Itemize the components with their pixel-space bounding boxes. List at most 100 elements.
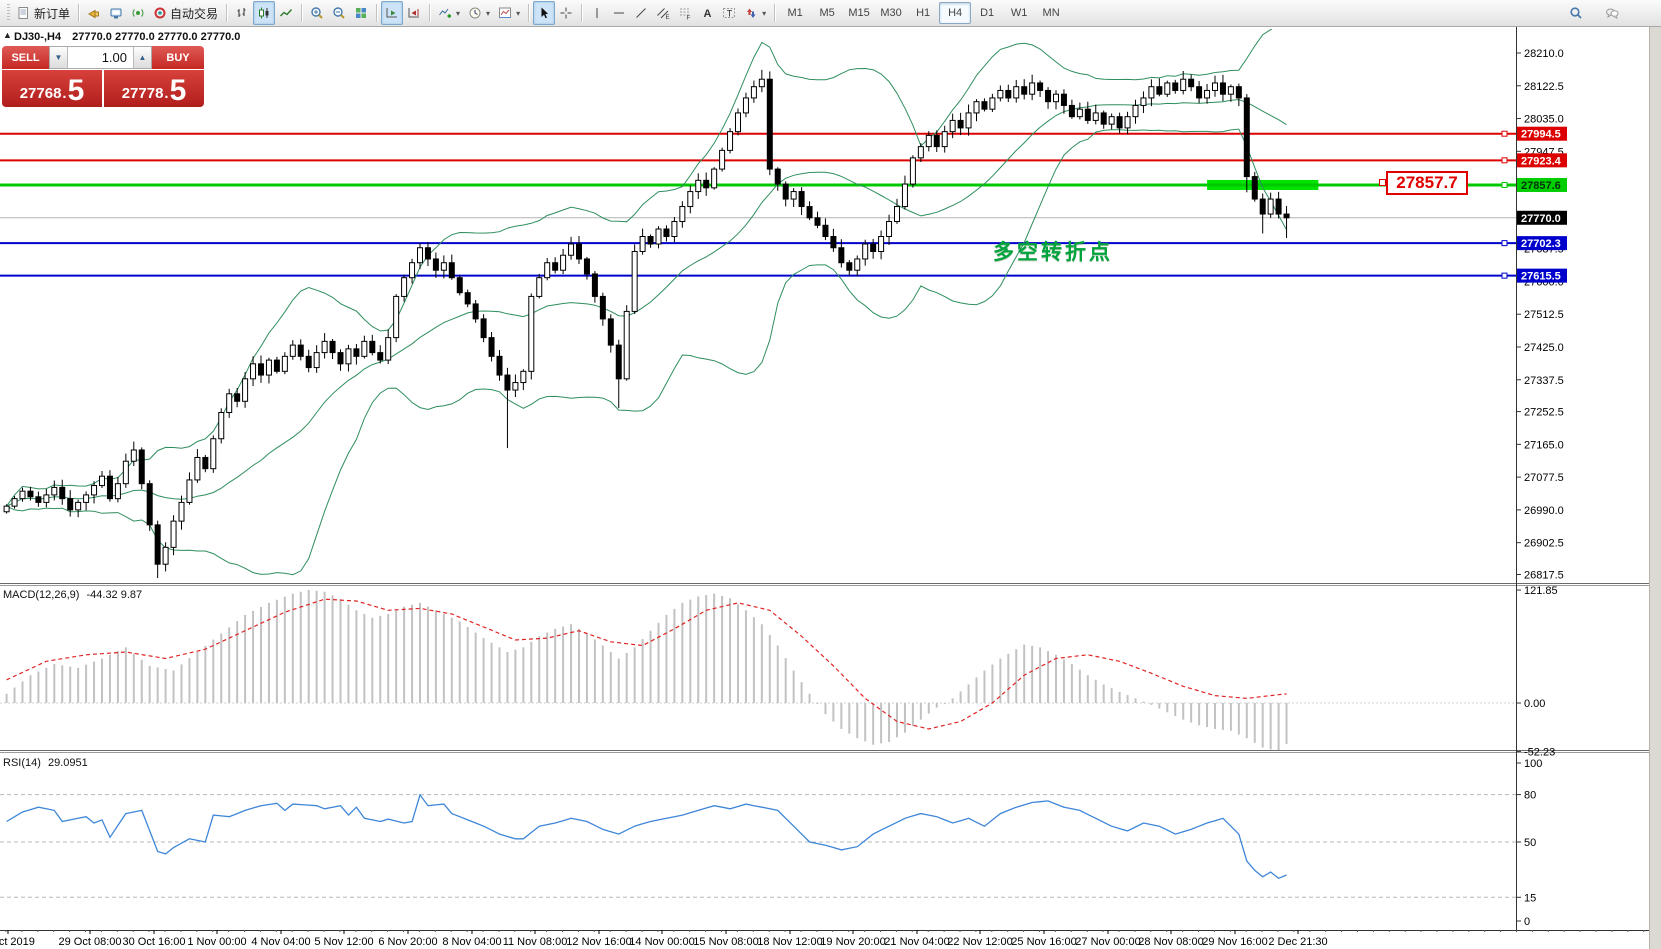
- chevron-down-icon[interactable]: ▾: [486, 8, 491, 18]
- candlestick-chart-button[interactable]: [253, 1, 276, 25]
- buy-button[interactable]: BUY: [152, 46, 204, 69]
- macd-panel: [0, 589, 1516, 750]
- line-handle[interactable]: [1501, 240, 1508, 247]
- macd-histogram-bar: [975, 677, 978, 703]
- macd-histogram-bar: [848, 703, 851, 734]
- candle-body: [226, 393, 233, 414]
- volume-value[interactable]: 1.00: [101, 50, 127, 65]
- volume-decrease-button[interactable]: ▼: [50, 47, 68, 68]
- zoom-out-button[interactable]: [328, 1, 350, 25]
- candle-body: [711, 168, 718, 189]
- sell-button[interactable]: SELL: [2, 46, 49, 69]
- horizontal-line-button[interactable]: [608, 1, 630, 25]
- timeframe-w1-button[interactable]: W1: [1010, 7, 1028, 19]
- volume-increase-button[interactable]: ▲: [133, 47, 151, 68]
- macd-histogram-bar: [85, 664, 88, 703]
- macd-histogram-bar: [967, 684, 970, 703]
- search-button[interactable]: [1565, 1, 1587, 25]
- candle-body: [130, 449, 137, 462]
- candle-body: [106, 475, 113, 500]
- indicators-button[interactable]: ▾: [434, 1, 464, 25]
- main-price-panel: [0, 29, 1516, 579]
- price-flag-label[interactable]: 27857.7: [1386, 171, 1468, 195]
- candle-body: [432, 258, 439, 271]
- candle-body: [313, 352, 320, 369]
- crosshair-button[interactable]: [555, 1, 577, 25]
- terminal-button[interactable]: [105, 1, 127, 25]
- timeframe-m15-button[interactable]: M15: [848, 7, 870, 19]
- price-axis[interactable]: 28210.028122.528035.027947.527860.027772…: [1516, 27, 1567, 930]
- line-handle[interactable]: [1501, 181, 1508, 188]
- new-order-button[interactable]: 新订单: [13, 1, 74, 25]
- timeframe-h4-button[interactable]: H4: [939, 2, 972, 24]
- tile-windows-button[interactable]: [350, 1, 372, 25]
- axis-price-tag: [1517, 236, 1567, 251]
- macd-histogram-bar: [752, 617, 755, 703]
- alert-button[interactable]: [83, 1, 105, 25]
- macd-histogram-bar: [713, 593, 716, 703]
- line-chart-button[interactable]: [275, 1, 297, 25]
- macd-histogram-bar: [37, 671, 40, 703]
- text-button[interactable]: A: [696, 1, 718, 25]
- timeframe-m5-button[interactable]: M5: [819, 7, 835, 19]
- cursor-button[interactable]: [533, 1, 556, 25]
- macd-histogram-bar: [649, 630, 652, 703]
- chevron-down-icon[interactable]: ▾: [516, 8, 521, 18]
- arrows-button[interactable]: ▾: [740, 1, 770, 25]
- chart-ohlc-values: 27770.0 27770.0 27770.0 27770.0: [72, 31, 241, 43]
- candle-body: [464, 292, 471, 305]
- macd-histogram-bar: [792, 670, 795, 703]
- shift-icon: [408, 8, 420, 18]
- macd-histogram-bar: [1062, 659, 1065, 703]
- collapse-panel-icon[interactable]: ▲: [3, 30, 12, 40]
- macd-histogram-bar: [315, 590, 318, 703]
- autotrading-button[interactable]: 自动交易: [149, 1, 222, 25]
- timeframe-m1-button[interactable]: M1: [787, 7, 803, 19]
- price-flag-anchor[interactable]: [1379, 179, 1386, 186]
- fibonacci-button[interactable]: F: [674, 1, 696, 25]
- line-handle[interactable]: [1501, 130, 1508, 137]
- timeframe-m30-button[interactable]: M30: [880, 7, 902, 19]
- text-label-button[interactable]: T: [718, 1, 740, 25]
- candle-body: [679, 206, 686, 223]
- timeframe-h1-button[interactable]: H1: [916, 7, 931, 19]
- candle-body: [591, 273, 598, 297]
- macd-current-values: -44.32 9.87: [86, 589, 143, 601]
- community-button[interactable]: [1601, 1, 1623, 25]
- templates-button[interactable]: ▾: [494, 1, 524, 25]
- toolbar-separator: [581, 4, 583, 22]
- sell-price-button[interactable]: 27768. 5: [2, 70, 102, 107]
- buy-price-button[interactable]: 27778. 5: [104, 70, 204, 107]
- macd-histogram-bar: [1190, 703, 1193, 723]
- turning-point-annotation[interactable]: 多空转折点: [993, 241, 1113, 264]
- candle-body: [424, 247, 431, 260]
- trendline-button[interactable]: [630, 1, 652, 25]
- candle-body: [409, 262, 416, 279]
- chevron-down-icon[interactable]: ▾: [762, 8, 767, 18]
- timeframe-mn-button[interactable]: MN: [1042, 7, 1060, 19]
- price-axis-label: 26990.0: [1524, 505, 1564, 517]
- macd-histogram-bar: [156, 667, 159, 703]
- signals-button[interactable]: [127, 1, 149, 25]
- equidistant-channel-button[interactable]: E: [652, 1, 674, 25]
- axis-price-tag-text: 27994.5: [1521, 129, 1561, 141]
- zoom-in-button[interactable]: [306, 1, 328, 25]
- periods-button[interactable]: ▾: [464, 1, 494, 25]
- time-axis-label: 27 Nov 00:00: [1075, 936, 1140, 948]
- timeframe-d1-button[interactable]: D1: [980, 7, 995, 19]
- candle-body: [329, 340, 336, 354]
- line-handle[interactable]: [1501, 272, 1508, 279]
- macd-histogram-bar: [1078, 669, 1081, 703]
- chevron-down-icon[interactable]: ▾: [456, 8, 461, 18]
- line-handle[interactable]: [1501, 157, 1508, 164]
- candle-body: [114, 483, 121, 500]
- macd-histogram-bar: [538, 636, 541, 703]
- vertical-line-button[interactable]: [586, 1, 608, 25]
- chart-shift-button[interactable]: [403, 1, 425, 25]
- macd-histogram-bar: [164, 669, 167, 703]
- auto-scroll-button[interactable]: [381, 1, 404, 25]
- bar-chart-button[interactable]: [231, 1, 253, 25]
- rsi-name: RSI(14): [3, 757, 41, 769]
